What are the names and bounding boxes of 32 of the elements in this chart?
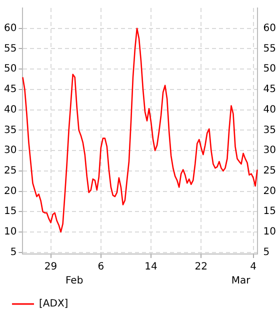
y-tick-label: 15 — [4, 206, 17, 218]
y-tick-label: 30 — [4, 145, 17, 156]
y2-tick-label: 45 — [263, 84, 276, 96]
text: Feb — [65, 276, 84, 287]
y2-tick-label: 10 — [263, 226, 276, 238]
y2-tick-label: 20 — [263, 186, 276, 197]
text: Mar — [231, 276, 252, 287]
legend-label: [ADX] — [39, 298, 68, 310]
y-tick-label: 55 — [4, 43, 17, 54]
y2-tick-label: 5 — [263, 246, 270, 258]
x-tick-label: 4 — [250, 262, 256, 273]
x-tick-label: 6 — [98, 262, 104, 273]
y-tick-label: 60 — [4, 22, 17, 34]
y2-tick-label: 55 — [263, 43, 276, 54]
y2-tick-label: 25 — [263, 166, 276, 177]
y-tick-label: 5 — [10, 246, 17, 258]
y2-tick-label: 30 — [263, 145, 276, 156]
y-tick-label: 40 — [4, 104, 17, 116]
x-tick-label: 29 — [44, 262, 58, 273]
x-tick-label: 14 — [144, 262, 158, 273]
y-tick-label: 25 — [4, 166, 17, 177]
y-tick-label: 50 — [4, 64, 17, 75]
x-tick-label: 22 — [194, 262, 208, 273]
y2-tick-label: 50 — [263, 64, 276, 75]
y-tick-label: 45 — [4, 84, 17, 96]
y-tick-label: 20 — [4, 186, 17, 197]
y2-tick-label: 60 — [263, 22, 276, 34]
y2-tick-label: 15 — [263, 206, 276, 218]
y-tick-label: 10 — [4, 226, 17, 238]
y-tick-label: 35 — [4, 124, 17, 136]
y2-tick-label: 40 — [263, 104, 276, 116]
y2-tick-label: 35 — [263, 124, 276, 136]
